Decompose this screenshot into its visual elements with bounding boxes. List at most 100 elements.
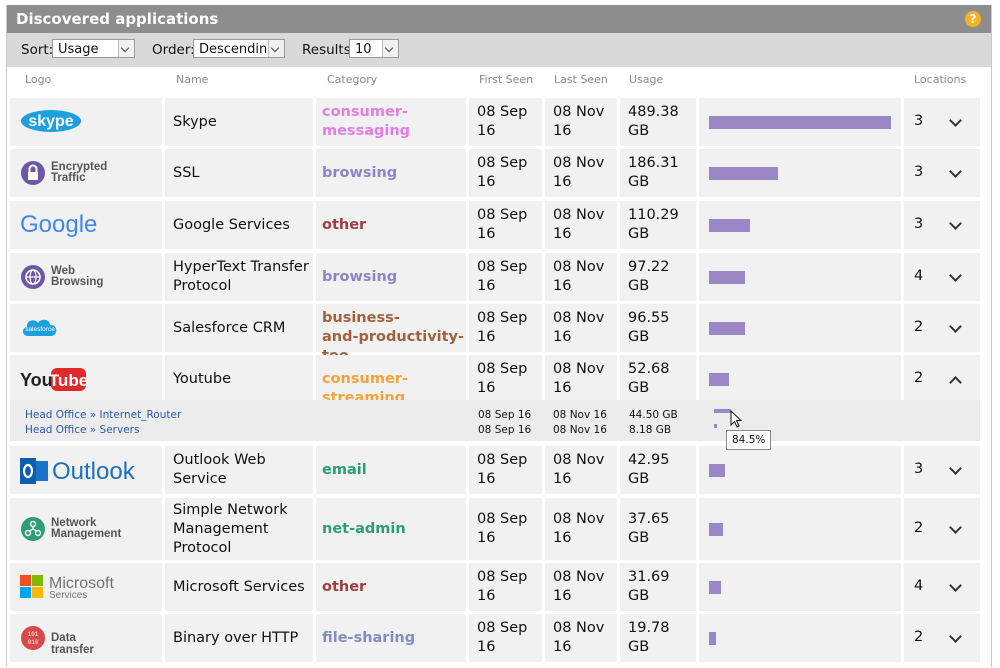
order-select[interactable]: Descending xyxy=(193,39,285,58)
location-usage-bar[interactable] xyxy=(714,409,731,413)
chevron-down-icon[interactable] xyxy=(949,165,962,178)
first-seen-date: 08 Sep xyxy=(477,259,528,275)
locations-count: 3 xyxy=(914,216,924,232)
first-seen-cell: 08 Sep 16 xyxy=(469,201,542,249)
app-name: Service xyxy=(173,471,227,487)
usage-unit: GB xyxy=(628,174,650,190)
chevron-down-icon[interactable] xyxy=(949,269,962,282)
column-header-name[interactable]: Name xyxy=(176,73,209,86)
first-seen-date: 08 Sep xyxy=(477,511,528,527)
chevron-down-icon[interactable] xyxy=(949,462,962,475)
first-seen-cell: 08 Sep 16 xyxy=(469,149,542,197)
application-row[interactable]: Web Browsing HyperText Transfer Protocol bro… xyxy=(10,253,980,301)
last-seen-cell: 08 Nov 16 xyxy=(545,498,617,560)
svg-text:salesforce: salesforce xyxy=(25,326,55,333)
last-seen-cell: 08 Nov 16 xyxy=(545,304,617,352)
chevron-down-icon[interactable] xyxy=(949,521,962,534)
usage-bar[interactable] xyxy=(709,116,891,129)
application-row[interactable]: skype Skype consumer-messaging 08 Sep 16 08 N… xyxy=(10,98,980,146)
application-row[interactable]: salesforce Salesforce CRM business-and-pro… xyxy=(10,304,980,364)
app-name: SSL xyxy=(173,165,200,181)
first-seen-year: 16 xyxy=(477,174,496,190)
locations-count: 2 xyxy=(914,319,924,335)
results-value: 10 xyxy=(355,42,372,57)
last-seen-year: 16 xyxy=(553,639,572,655)
first-seen-cell: 08 Sep 16 xyxy=(469,355,542,403)
app-category: email xyxy=(322,462,367,478)
results-select[interactable]: 10 xyxy=(349,39,399,58)
name-cell: Binary over HTTP xyxy=(165,614,313,662)
usage-bar[interactable] xyxy=(709,464,725,477)
usage-bar-cell xyxy=(699,304,901,352)
locations-count: 3 xyxy=(914,461,924,477)
help-icon[interactable]: ? xyxy=(965,11,981,27)
last-seen-cell: 08 Nov 16 xyxy=(545,563,617,611)
application-row[interactable]: Google Google Services other 08 Sep 16 08 Nov… xyxy=(10,201,980,249)
application-row[interactable]: Microsoft Services Microsoft Services other… xyxy=(10,563,980,611)
app-category: browsing xyxy=(322,165,398,181)
last-seen-cell: 08 Nov 16 xyxy=(545,614,617,662)
sort-select[interactable]: Usage xyxy=(52,39,135,58)
chevron-down-icon[interactable] xyxy=(949,320,962,333)
app-category: browsing xyxy=(322,269,398,285)
app-category: file-sharing xyxy=(322,630,416,646)
usage-bar[interactable] xyxy=(709,271,745,284)
application-row[interactable]: Encrypted Traffic SSL browsing 08 Sep 16 08 No… xyxy=(10,149,980,197)
category-cell: consumer-streaming xyxy=(316,355,466,406)
usage-cell: 37.65 GB xyxy=(620,498,696,560)
name-cell: Outlook Web Service xyxy=(165,446,313,494)
usage-bar[interactable] xyxy=(709,167,778,180)
last-seen-year: 16 xyxy=(553,123,572,139)
usage-bar-cell xyxy=(699,614,901,662)
last-seen-year: 16 xyxy=(553,588,572,604)
app-category: other xyxy=(322,217,367,233)
column-header-category[interactable]: Category xyxy=(327,73,378,86)
last-seen-year: 16 xyxy=(553,278,572,294)
name-cell: Microsoft Services xyxy=(165,563,313,611)
usage-bar[interactable] xyxy=(709,523,723,536)
locations-cell: 2 xyxy=(904,614,980,662)
location-link[interactable]: Head Office » Servers xyxy=(25,424,140,436)
location-usage-bar[interactable] xyxy=(714,424,717,428)
category-cell: browsing xyxy=(316,253,466,301)
app-name: Skype xyxy=(173,114,217,130)
first-seen-date: 08 Sep xyxy=(477,620,528,636)
usage-bar-cell xyxy=(699,98,901,146)
chevron-down-icon[interactable] xyxy=(949,114,962,127)
application-row[interactable]: 101 010 Data transfer Binary over HTTP file-… xyxy=(10,614,980,662)
usage-bar[interactable] xyxy=(709,322,745,335)
column-header-last-seen[interactable]: Last Seen xyxy=(554,73,608,86)
first-seen-year: 16 xyxy=(477,639,496,655)
last-seen-date: 08 Nov xyxy=(553,259,605,275)
app-name: Youtube xyxy=(173,371,231,387)
chevron-down-icon[interactable] xyxy=(949,579,962,592)
last-seen-date: 08 Nov xyxy=(553,104,605,120)
chevron-down-icon[interactable] xyxy=(949,217,962,230)
application-row[interactable]: Network Management Simple Network Managemen… xyxy=(10,498,980,560)
locations-cell: 3 xyxy=(904,149,980,197)
app-name: Microsoft Services xyxy=(173,579,305,595)
logo-cell: Web Browsing xyxy=(10,253,162,301)
app-name: Simple Network xyxy=(173,502,288,518)
last-seen-cell: 08 Nov 16 xyxy=(545,253,617,301)
usage-bar[interactable] xyxy=(709,632,716,645)
usage-bar[interactable] xyxy=(709,219,750,232)
locations-cell: 2 xyxy=(904,355,980,403)
column-header-usage[interactable]: Usage xyxy=(629,73,664,86)
locations-cell: 2 xyxy=(904,498,980,560)
locations-cell: 4 xyxy=(904,563,980,611)
location-link[interactable]: Head Office » Internet_Router xyxy=(25,409,182,421)
usage-value: 37.65 xyxy=(628,511,670,527)
last-seen-date: 08 Nov xyxy=(553,511,605,527)
chevron-up-icon[interactable] xyxy=(949,376,962,389)
last-seen-cell: 08 Nov 16 xyxy=(545,446,617,494)
application-row[interactable]: Outlook Outlook Web Service email 08 Sep 16 08… xyxy=(10,446,980,494)
column-header-first-seen[interactable]: First Seen xyxy=(479,73,534,86)
first-seen-cell: 08 Sep 16 xyxy=(469,614,542,662)
chevron-down-icon[interactable] xyxy=(949,630,962,643)
column-header-locations[interactable]: Locations xyxy=(914,73,967,86)
usage-bar[interactable] xyxy=(709,581,721,594)
first-seen-date: 08 Sep xyxy=(477,155,528,171)
application-row[interactable]: You Tube Youtube consumer-streaming 08 Sep 16… xyxy=(10,355,980,406)
usage-bar[interactable] xyxy=(709,373,729,386)
